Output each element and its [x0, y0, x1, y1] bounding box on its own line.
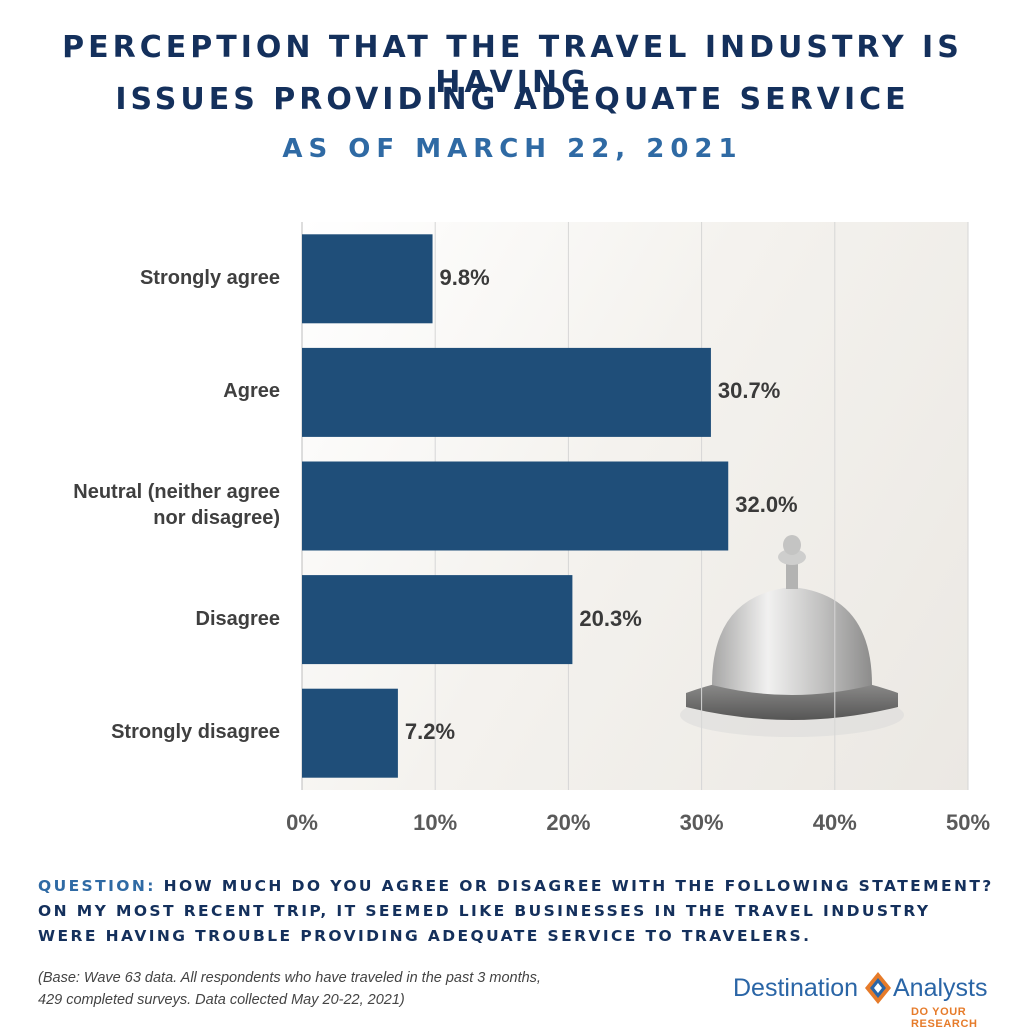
- value-label: 9.8%: [439, 264, 490, 290]
- bar-2: [302, 461, 729, 551]
- survey-question: QUESTION: HOW MUCH DO YOU AGREE OR DISAG…: [38, 874, 998, 949]
- question-text: HOW MUCH DO YOU AGREE OR DISAGREE WITH T…: [38, 877, 994, 945]
- category-label: Strongly disagree: [111, 721, 280, 744]
- value-label: 32.0%: [735, 492, 798, 517]
- logo-tagline: DO YOUR RESEARCH: [911, 1006, 978, 1030]
- category-label: Strongly agree: [139, 266, 280, 289]
- diamond-logo-icon: [865, 972, 891, 1004]
- value-label: 20.3%: [579, 605, 642, 631]
- category-label: Disagree: [195, 607, 281, 630]
- base-note-line2: 429 completed surveys. Data collected Ma…: [38, 992, 405, 1008]
- base-note-line1: (Base: Wave 63 data. All respondents who…: [38, 970, 541, 986]
- chart-title-line2: ISSUES PROVIDING ADEQUATE SERVICE: [115, 82, 910, 117]
- bar-1: [302, 347, 711, 437]
- x-tick-label: 0%: [286, 810, 318, 835]
- bar-4: [302, 688, 398, 778]
- x-tick-label: 10%: [413, 810, 458, 835]
- value-label: 7.2%: [404, 719, 456, 745]
- category-label: Neutral (neither agree nor disagree): [73, 481, 280, 529]
- chart-subtitle: AS OF MARCH 22, 2021: [282, 134, 743, 164]
- x-tick-label: 50%: [945, 810, 991, 835]
- destination-analysts-logo: Destination Analysts DO YOUR RESEARCH: [733, 966, 1013, 1030]
- x-tick-label: 40%: [812, 810, 857, 835]
- logo-word-analysts: Analysts: [893, 974, 988, 1002]
- bar-0: [302, 234, 433, 324]
- chart-title-line1: PERCEPTION THAT THE TRAVEL INDUSTRY IS H…: [62, 30, 963, 100]
- category-label: Agree: [223, 380, 280, 403]
- x-tick-label: 30%: [679, 810, 724, 835]
- bar-3: [302, 575, 573, 665]
- service-bell-image: [680, 535, 904, 737]
- question-prefix: QUESTION:: [38, 877, 156, 895]
- logo-word-destination: Destination: [733, 974, 859, 1002]
- base-note: (Base: Wave 63 data. All respondents who…: [38, 967, 678, 1011]
- value-label: 30.7%: [717, 378, 781, 404]
- x-tick-label: 20%: [546, 810, 591, 835]
